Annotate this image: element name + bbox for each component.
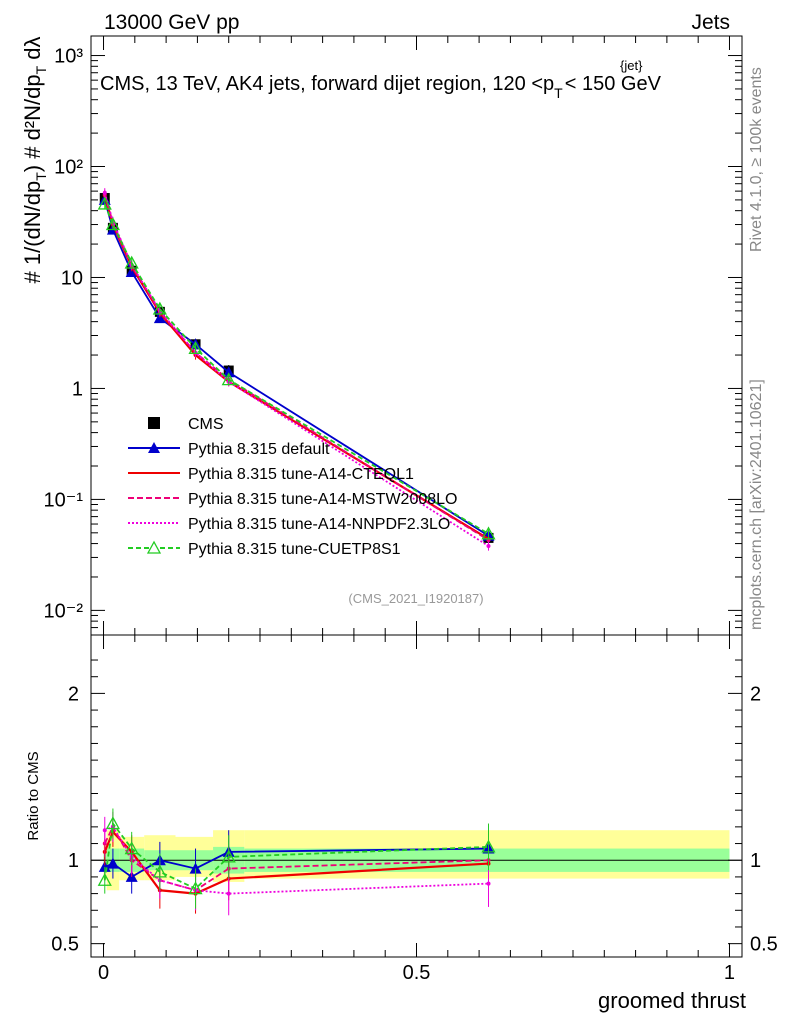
series-marker	[481, 526, 496, 540]
ratio-marker	[221, 849, 236, 863]
ratio-marker	[98, 860, 111, 872]
ratio-y-tick-label: 0.5	[51, 934, 79, 956]
series-marker	[124, 255, 139, 269]
ratio-bands	[91, 830, 742, 891]
legend-label: Pythia 8.315 default	[188, 441, 330, 458]
legend-label: Pythia 8.315 tune-A14-MSTW2008LO	[188, 491, 457, 508]
series-line-3	[103, 194, 489, 541]
series-line-1	[103, 199, 489, 537]
main-series	[97, 188, 496, 551]
series-marker	[486, 544, 491, 549]
series-marker	[188, 340, 203, 354]
ratio-marker	[105, 816, 121, 830]
series-line-2	[103, 195, 490, 540]
ratio-y-tick-label: 2	[68, 683, 79, 705]
ratio-marker	[226, 891, 231, 896]
svg-text:# 1/(dN/dpT) # d²N/dpT dλ: # 1/(dN/dpT) # d²N/dpT dλ	[20, 36, 49, 283]
legend-marker	[148, 417, 160, 429]
ratio-series	[97, 808, 496, 916]
chart-title: CMS, 13 TeV, AK4 jets, forward dijet reg…	[100, 73, 662, 101]
series-marker	[102, 190, 107, 195]
ratio-marker	[481, 839, 496, 853]
legend-label: Pythia 8.315 tune-A14-CTEQL1	[188, 466, 414, 483]
y-tick-label: 10⁻¹	[44, 489, 84, 511]
y-tick-label: 1	[72, 378, 83, 400]
ratio-ylabel: Ratio to CMS	[25, 751, 42, 840]
x-tick-label: 0	[98, 962, 109, 984]
ratio-marker	[106, 857, 119, 869]
header-right: Jets	[691, 11, 730, 34]
series-marker	[221, 372, 236, 386]
legend-label: Pythia 8.315 tune-CUETP8S1	[188, 541, 401, 558]
ratio-y-tick-label-right: 0.5	[750, 934, 778, 956]
ratio-marker	[152, 864, 167, 878]
series-line-5	[103, 203, 489, 535]
rivet-label: Rivet 4.1.0, ≥ 100k events	[748, 67, 765, 252]
y-tick-label: 10⁻²	[44, 600, 84, 622]
ratio-y-tick-label-right: 2	[750, 683, 761, 705]
ratio-marker	[188, 881, 203, 895]
legend-marker	[148, 442, 160, 453]
main-axis-ticks: 10⁻² 10⁻¹ 1 10 10² 10³	[44, 36, 742, 636]
ratio-frame	[90, 634, 743, 958]
legend-label: Pythia 8.315 tune-A14-NNPDF2.3LO	[188, 516, 450, 533]
legend: CMS Pythia 8.315 default Pythia 8.315 tune…	[128, 416, 457, 558]
xlabel: groomed thrust	[598, 988, 746, 1013]
ratio-marker	[124, 841, 139, 855]
ratio-y-tick-label-right: 1	[750, 850, 761, 872]
ratio-marker	[97, 872, 112, 886]
legend-marker	[146, 540, 162, 554]
series-marker	[125, 266, 138, 278]
ratio-marker	[486, 881, 491, 886]
y-tick-label: 10	[61, 267, 83, 289]
series-marker	[222, 366, 235, 378]
x-tick-label: 0.5	[403, 962, 431, 984]
ratio-y-tick-label: 1	[68, 850, 79, 872]
header-left: 13000 GeV pp	[104, 11, 239, 34]
series-marker	[153, 312, 166, 324]
series-marker	[97, 196, 112, 210]
legend-label: CMS	[188, 416, 224, 433]
watermark: (CMS_2021_I1920187)	[348, 591, 483, 606]
series-marker	[105, 217, 121, 231]
y-tick-label: 10²	[54, 157, 83, 179]
ratio-marker	[102, 828, 107, 833]
ratio-axis-ticks: 0.5 0.5 1 1 2 2 0 0.5 1	[51, 635, 778, 984]
series-marker	[152, 301, 167, 315]
mcplots-label: mcplots.cern.ch [arXiv:2401.10621]	[748, 379, 765, 630]
x-tick-label: 1	[724, 962, 735, 984]
ratio-marker	[189, 862, 202, 874]
main-ylabel: # 1/(dN/dpT) # d²N/dpT dλ	[20, 36, 49, 283]
y-tick-label: 10³	[54, 46, 83, 68]
chart-title-superscript: {jet}	[620, 58, 643, 73]
